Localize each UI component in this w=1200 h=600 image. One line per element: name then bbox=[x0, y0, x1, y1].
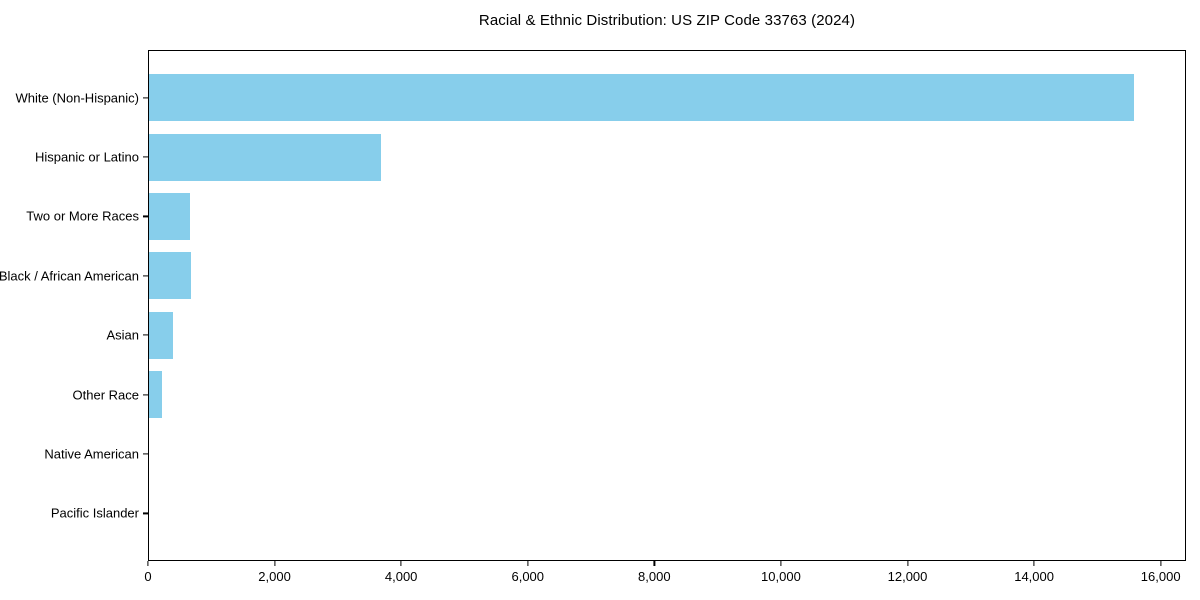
bar-row: Two or More Races bbox=[26, 187, 1185, 246]
y-tick-mark bbox=[143, 97, 149, 99]
x-tick-mark bbox=[273, 561, 276, 566]
bar-row: Pacific Islander bbox=[51, 484, 1185, 543]
x-tick-mark bbox=[906, 561, 909, 566]
bar-row: Native American bbox=[44, 424, 1185, 483]
x-tick-mark bbox=[400, 561, 402, 566]
category-label: Other Race bbox=[72, 387, 139, 403]
y-tick-mark bbox=[143, 512, 149, 514]
y-tick-mark bbox=[143, 275, 149, 277]
x-tick-mark bbox=[780, 561, 782, 566]
x-tick-mark bbox=[147, 561, 149, 566]
category-label: Native American bbox=[44, 446, 139, 462]
y-tick-mark bbox=[143, 156, 149, 158]
category-label: Black / African American bbox=[0, 268, 139, 284]
y-tick-mark bbox=[143, 393, 149, 396]
bar bbox=[149, 252, 191, 300]
category-label: Pacific Islander bbox=[50, 505, 139, 521]
bar bbox=[149, 192, 190, 240]
x-tick-label: 0 bbox=[144, 569, 152, 584]
x-tick-label: 4,000 bbox=[384, 569, 418, 584]
bar-row: Other Race bbox=[73, 365, 1185, 424]
x-tick-mark bbox=[1033, 561, 1035, 566]
x-tick-label: 16,000 bbox=[1140, 569, 1181, 584]
x-tick-label: 2,000 bbox=[258, 569, 291, 584]
chart-title: Racial & Ethnic Distribution: US ZIP Cod… bbox=[478, 12, 856, 29]
x-tick-mark bbox=[653, 561, 655, 566]
x-axis: 0 2,000 4,000 6,000 8,000 10,000 12,000 14,000 1… bbox=[144, 561, 1186, 591]
category-label: Hispanic or Latino bbox=[34, 149, 139, 165]
bar bbox=[149, 311, 173, 359]
category-label: Asian bbox=[106, 327, 139, 343]
x-tick-label: 12,000 bbox=[887, 569, 928, 584]
bar-row: Black / African American bbox=[0, 246, 1185, 305]
x-tick-label: 14,000 bbox=[1014, 569, 1054, 584]
x-tick-label: 6,000 bbox=[511, 569, 545, 584]
y-tick-mark bbox=[143, 334, 149, 336]
y-tick-mark bbox=[143, 215, 149, 218]
x-tick-label: 10,000 bbox=[761, 569, 801, 584]
category-label: Two or More Races bbox=[26, 208, 139, 224]
bar bbox=[149, 133, 381, 181]
bar-row: Hispanic or Latino bbox=[35, 127, 1185, 186]
bar bbox=[149, 371, 163, 419]
y-tick-mark bbox=[143, 453, 149, 455]
x-tick-mark bbox=[1160, 561, 1162, 566]
x-tick-mark bbox=[527, 561, 529, 566]
bar-row: Asian bbox=[106, 306, 1185, 365]
x-tick-label: 8,000 bbox=[638, 569, 671, 584]
plot-area: White (Non-Hispanic) Hispanic or Latino Tw… bbox=[0, 50, 1186, 561]
bar bbox=[149, 74, 1135, 122]
bar-row: White (Non-Hispanic) bbox=[15, 68, 1185, 127]
category-label: White (Non-Hispanic) bbox=[15, 90, 139, 106]
